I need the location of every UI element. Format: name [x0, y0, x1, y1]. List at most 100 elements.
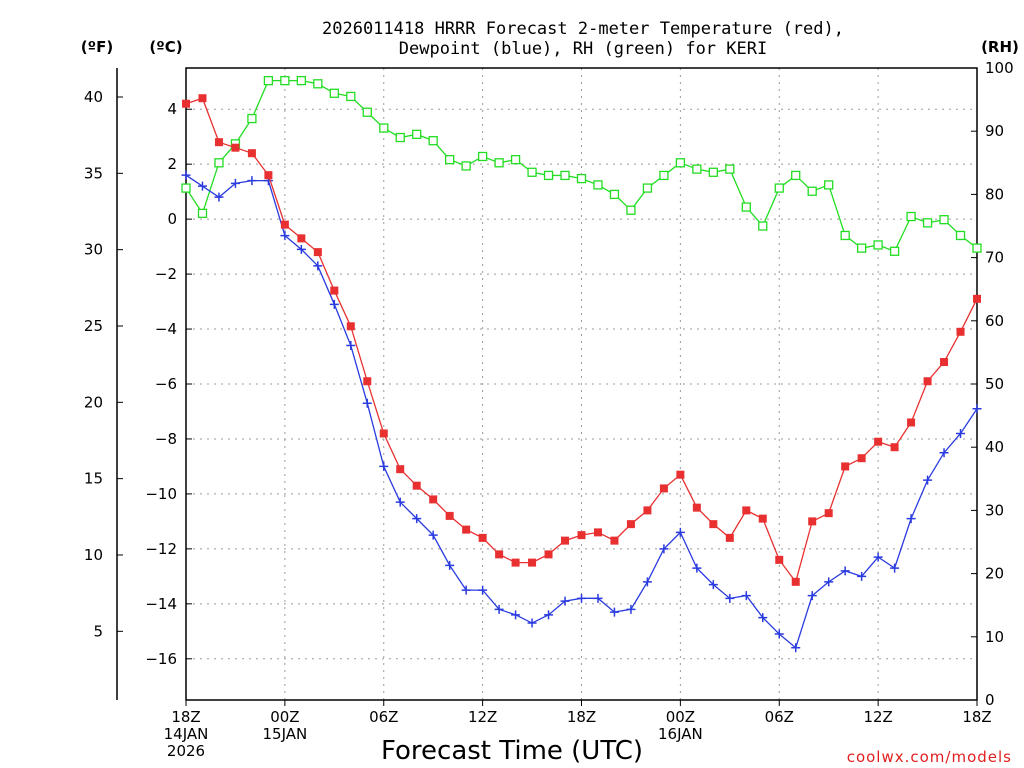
rh-point — [889, 246, 900, 256]
rh-point — [527, 167, 537, 177]
rh-point — [659, 170, 669, 181]
celsius-unit-label: (ºC) — [149, 38, 182, 56]
dewpoint-point — [939, 448, 949, 458]
rh-point — [181, 183, 191, 193]
rh-point — [774, 183, 784, 193]
data-series — [181, 75, 982, 653]
rh-point — [856, 243, 867, 253]
rh-tick-label: 20 — [985, 565, 1004, 583]
rh-point — [824, 180, 834, 190]
2-meter-temperature-point — [725, 533, 734, 542]
rh-point — [214, 158, 224, 168]
dewpoint-point — [741, 591, 751, 601]
dewpoint-point — [577, 593, 586, 603]
fahrenheit-unit-label: (ºF) — [81, 38, 113, 56]
dewpoint-point — [346, 341, 356, 351]
dewpoint-point — [593, 593, 603, 603]
dewpoint-point — [428, 530, 438, 540]
rh-point — [758, 221, 768, 231]
rh-point — [939, 215, 949, 225]
2-meter-temperature-point — [593, 528, 602, 537]
dewpoint-point — [544, 610, 554, 620]
2-meter-temperature-point — [956, 327, 965, 336]
rh-tick-label: 100 — [985, 59, 1014, 77]
celsius-tick-label: −12 — [145, 540, 177, 558]
x-tick-label: 00Z — [270, 708, 299, 726]
rh-point — [807, 186, 817, 196]
2-meter-temperature-point — [808, 517, 817, 526]
fahrenheit-tick-label: 40 — [84, 88, 103, 106]
rh-point — [313, 79, 323, 89]
2-meter-temperature-point — [379, 429, 388, 438]
2-meter-temperature-point — [742, 506, 751, 515]
2-meter-temperature-point — [346, 322, 355, 331]
2-meter-temperature-point — [396, 465, 405, 474]
dewpoint-point — [609, 607, 619, 617]
fahrenheit-tick-label: 20 — [84, 393, 103, 411]
rh-point — [609, 189, 620, 200]
rh-point — [922, 218, 933, 228]
dewpoint-point — [395, 497, 405, 507]
dewpoint-point — [906, 514, 916, 524]
celsius-tick-label: 4 — [167, 100, 177, 118]
2-meter-temperature-point — [973, 294, 981, 303]
2-meter-temperature-point — [330, 286, 339, 295]
rh-point — [445, 154, 455, 165]
dewpoint-point — [708, 580, 718, 590]
dewpoint-point — [247, 176, 257, 186]
2-meter-temperature-point — [577, 531, 586, 540]
x-tick-label: 2026 — [167, 742, 205, 760]
x-tick-label: 14JAN — [164, 725, 209, 743]
rh-point — [477, 151, 488, 162]
dewpoint-point — [857, 571, 867, 581]
2-meter-temperature-point — [709, 520, 718, 529]
rh-tick-label: 30 — [985, 501, 1004, 519]
rh-point — [412, 129, 422, 140]
rh-point — [329, 88, 339, 98]
2-meter-temperature-point — [692, 503, 701, 512]
rh-tick-label: 80 — [985, 185, 1004, 203]
x-tick-label: 06Z — [369, 708, 398, 726]
dewpoint-point — [923, 475, 933, 485]
rh-point — [395, 132, 405, 143]
dewpoint-point — [445, 560, 455, 570]
dewpoint-point — [280, 231, 290, 241]
rh-point — [675, 158, 686, 168]
x-tick-label: 06Z — [765, 708, 794, 726]
2-meter-temperature-point — [610, 536, 619, 545]
2-meter-temperature-point — [643, 506, 652, 515]
dewpoint-point — [313, 261, 323, 271]
rh-point — [741, 202, 751, 212]
2-meter-temperature-point — [297, 234, 306, 243]
dewpoint-point — [725, 593, 735, 603]
dewpoint-point — [807, 591, 817, 601]
rh-point — [692, 164, 702, 174]
2-meter-temperature-point — [214, 138, 223, 147]
rh-point — [576, 173, 587, 184]
dewpoint-point — [230, 178, 240, 188]
x-tick-label: 18Z — [567, 708, 596, 726]
2-meter-temperature-point — [313, 248, 322, 257]
dewpoint-point — [197, 181, 207, 191]
fahrenheit-tick-label: 25 — [84, 317, 103, 335]
dewpoint-point — [494, 604, 504, 614]
dewpoint-point — [824, 577, 834, 587]
celsius-tick-label: −14 — [145, 595, 177, 613]
dewpoint-point — [774, 629, 784, 639]
2-meter-temperature-point — [841, 462, 850, 471]
2-meter-temperature-point — [478, 533, 487, 542]
rh-point — [642, 183, 653, 193]
dewpoint-point — [758, 613, 768, 623]
rh-point — [560, 170, 570, 181]
dewpoint-point — [873, 552, 883, 562]
2-meter-temperature-point — [495, 550, 504, 559]
rh-point — [840, 230, 850, 241]
2-meter-temperature-point — [561, 536, 570, 545]
rh-point — [510, 154, 521, 165]
x-tick-label: 18Z — [171, 708, 200, 726]
2-meter-temperature-point — [462, 525, 471, 534]
celsius-tick-label: −2 — [155, 265, 177, 283]
celsius-tick-label: −8 — [155, 430, 177, 448]
dewpoint-point — [478, 585, 488, 595]
